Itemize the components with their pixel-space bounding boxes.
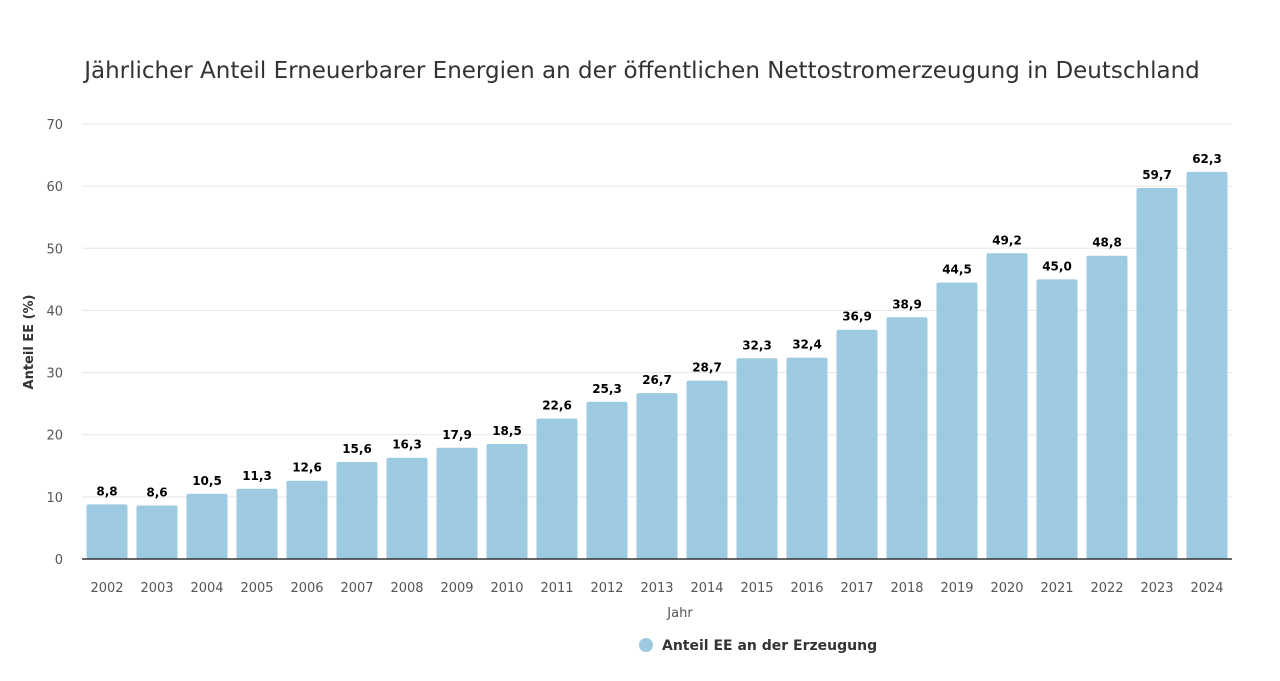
data-label: 36,9 bbox=[842, 310, 872, 324]
y-tick-label: 10 bbox=[46, 491, 63, 506]
x-tick-label: 2010 bbox=[490, 581, 523, 596]
x-tick-label: 2020 bbox=[990, 581, 1023, 596]
bar bbox=[936, 282, 978, 559]
x-tick-label: 2024 bbox=[1190, 581, 1223, 596]
bar bbox=[86, 504, 128, 559]
x-axis-ticks: 2002 2003 2004 2005 2006 2007 2008 2009 2010 2011… bbox=[90, 581, 1223, 596]
data-label: 25,3 bbox=[592, 382, 622, 396]
x-tick-label: 2016 bbox=[790, 581, 823, 596]
bar bbox=[386, 457, 428, 559]
data-label: 22,6 bbox=[542, 399, 572, 413]
x-tick-label: 2009 bbox=[440, 581, 473, 596]
x-tick-label: 2019 bbox=[940, 581, 973, 596]
bar bbox=[736, 358, 778, 559]
data-label: 12,6 bbox=[292, 461, 322, 475]
x-tick-label: 2011 bbox=[540, 581, 573, 596]
data-label: 48,8 bbox=[1092, 236, 1122, 250]
x-tick-label: 2022 bbox=[1090, 581, 1123, 596]
bar bbox=[486, 444, 528, 559]
data-label: 18,5 bbox=[492, 424, 522, 438]
data-label: 38,9 bbox=[892, 297, 922, 311]
data-label: 62,3 bbox=[1192, 152, 1222, 166]
x-tick-label: 2003 bbox=[140, 581, 173, 596]
legend[interactable]: Anteil EE an der Erzeugung bbox=[639, 638, 877, 654]
bar bbox=[236, 488, 278, 559]
data-label: 45,0 bbox=[1042, 259, 1072, 273]
x-tick-label: 2015 bbox=[740, 581, 773, 596]
bar bbox=[136, 505, 178, 559]
chart-title: Jährlicher Anteil Erneuerbarer Energien … bbox=[82, 58, 1200, 84]
bar bbox=[436, 447, 478, 559]
bars bbox=[86, 171, 1228, 559]
bar bbox=[1086, 255, 1128, 559]
bar bbox=[636, 393, 678, 559]
x-tick-label: 2007 bbox=[340, 581, 373, 596]
data-label: 10,5 bbox=[192, 474, 222, 488]
bar bbox=[1186, 171, 1228, 559]
data-label: 8,8 bbox=[96, 484, 117, 498]
y-tick-label: 60 bbox=[46, 180, 63, 195]
data-label: 17,9 bbox=[442, 428, 472, 442]
data-label: 32,3 bbox=[742, 338, 772, 352]
data-label: 8,6 bbox=[146, 486, 167, 500]
x-tick-label: 2013 bbox=[640, 581, 673, 596]
data-labels: 8,8 8,6 10,5 11,3 12,6 15,6 16,3 17,9 18,5 22,6 25… bbox=[96, 152, 1221, 500]
gridlines bbox=[82, 123, 1232, 498]
data-label: 49,2 bbox=[992, 233, 1022, 247]
data-label: 16,3 bbox=[392, 438, 422, 452]
bar bbox=[586, 401, 628, 559]
bar bbox=[336, 462, 378, 559]
bar bbox=[536, 418, 578, 559]
legend-marker[interactable] bbox=[639, 638, 653, 652]
data-label: 15,6 bbox=[342, 442, 372, 456]
y-tick-label: 0 bbox=[55, 553, 63, 568]
x-tick-label: 2002 bbox=[90, 581, 123, 596]
y-tick-label: 30 bbox=[46, 367, 63, 382]
bar bbox=[186, 493, 228, 559]
x-tick-label: 2021 bbox=[1040, 581, 1073, 596]
x-tick-label: 2018 bbox=[890, 581, 923, 596]
x-tick-label: 2012 bbox=[590, 581, 623, 596]
x-tick-label: 2014 bbox=[690, 581, 723, 596]
data-label: 28,7 bbox=[692, 361, 722, 375]
data-label: 32,4 bbox=[792, 338, 822, 352]
bar bbox=[1136, 188, 1178, 559]
data-label: 11,3 bbox=[242, 469, 272, 483]
y-tick-label: 20 bbox=[46, 429, 63, 444]
bar bbox=[286, 480, 328, 559]
bar bbox=[686, 380, 728, 559]
x-tick-label: 2017 bbox=[840, 581, 873, 596]
bar bbox=[1036, 279, 1078, 559]
x-axis-title: Jahr bbox=[666, 606, 693, 621]
data-label: 59,7 bbox=[1142, 168, 1172, 182]
data-label: 44,5 bbox=[942, 262, 972, 276]
y-tick-label: 70 bbox=[46, 118, 63, 133]
x-tick-label: 2008 bbox=[390, 581, 423, 596]
legend-label[interactable]: Anteil EE an der Erzeugung bbox=[662, 638, 877, 654]
bar bbox=[786, 357, 828, 559]
y-axis-ticks: 0 10 20 30 40 50 60 70 bbox=[46, 118, 63, 568]
bar bbox=[986, 253, 1028, 559]
x-tick-label: 2006 bbox=[290, 581, 323, 596]
data-label: 26,7 bbox=[642, 373, 672, 387]
y-axis-title: Anteil EE (%) bbox=[22, 295, 37, 390]
bar bbox=[886, 317, 928, 559]
x-tick-label: 2023 bbox=[1140, 581, 1173, 596]
y-tick-label: 50 bbox=[46, 242, 63, 257]
x-tick-label: 2005 bbox=[240, 581, 273, 596]
x-tick-label: 2004 bbox=[190, 581, 223, 596]
y-tick-label: 40 bbox=[46, 304, 63, 319]
bar bbox=[836, 329, 878, 559]
